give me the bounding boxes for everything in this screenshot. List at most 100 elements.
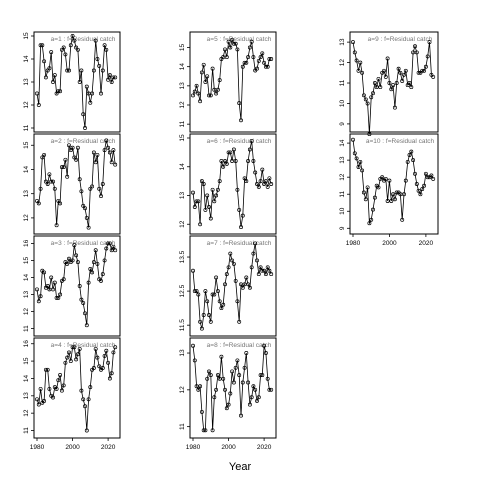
data-point — [199, 70, 204, 75]
y-tick-label: 13 — [179, 82, 186, 90]
data-point — [394, 190, 399, 195]
data-point — [378, 85, 383, 90]
y-tick-label: 11.5 — [179, 319, 186, 332]
data-point — [90, 270, 95, 275]
data-point — [84, 84, 89, 89]
data-point — [215, 187, 220, 192]
data-point — [65, 174, 70, 179]
data-point — [233, 41, 238, 46]
data-point — [230, 369, 235, 374]
data-point — [210, 66, 215, 71]
y-tick-label: 15 — [23, 256, 30, 264]
data-point — [109, 80, 114, 84]
data-point — [208, 319, 213, 324]
data-point — [111, 75, 116, 80]
data-point — [246, 380, 251, 385]
data-point — [352, 50, 357, 55]
data-point — [72, 243, 77, 248]
data-point — [239, 225, 243, 230]
data-point — [263, 272, 268, 277]
data-point — [65, 355, 70, 360]
data-point — [208, 216, 213, 221]
data-point — [90, 184, 95, 189]
data-point — [212, 395, 217, 400]
data-point — [90, 91, 95, 96]
y-tick-label: 14 — [23, 55, 30, 63]
data-point — [394, 81, 399, 85]
y-tick-label: 13 — [23, 190, 30, 198]
data-point — [369, 95, 374, 100]
data-point — [43, 75, 48, 80]
data-point — [360, 70, 365, 75]
data-point — [389, 199, 394, 203]
data-point — [56, 378, 61, 383]
data-point — [201, 182, 206, 186]
data-point — [267, 268, 272, 273]
data-point — [230, 37, 235, 42]
data-point — [102, 148, 107, 153]
data-point — [104, 348, 109, 353]
data-point — [215, 373, 220, 378]
data-point — [389, 87, 394, 92]
data-point — [411, 50, 416, 55]
data-point — [358, 159, 363, 164]
data-point — [221, 376, 226, 381]
data-point — [382, 68, 386, 73]
data-point — [38, 386, 43, 391]
data-point — [191, 268, 195, 273]
data-point — [231, 380, 236, 385]
data-point — [70, 258, 75, 263]
data-point — [52, 73, 57, 78]
data-point — [391, 83, 396, 88]
data-point — [201, 428, 206, 433]
panel-title: a=9 : f=Residual catch — [368, 36, 433, 43]
y-tick-label: 9 — [339, 226, 346, 230]
data-point — [51, 80, 55, 84]
data-point — [43, 179, 48, 184]
data-point — [83, 126, 87, 130]
data-point — [191, 190, 195, 195]
x-tick-label: 2000 — [382, 240, 397, 247]
data-point — [240, 213, 245, 218]
data-point — [215, 289, 220, 294]
data-point — [208, 93, 213, 98]
data-point — [77, 80, 82, 84]
data-point — [95, 152, 100, 157]
data-point — [263, 351, 268, 355]
y-tick-label: 10 — [339, 99, 346, 107]
data-point — [88, 267, 93, 271]
data-point — [207, 205, 211, 209]
data-point — [72, 38, 77, 43]
series-line — [192, 243, 272, 329]
x-tick-label: 2020 — [419, 240, 434, 247]
data-point — [416, 188, 421, 193]
x-tick-label: 2020 — [101, 444, 116, 451]
y-tick-label: 11 — [339, 79, 346, 86]
y-tick-label: 16 — [23, 239, 30, 247]
data-point — [263, 179, 268, 184]
panel-frame — [33, 133, 121, 235]
data-point — [45, 367, 50, 372]
data-point — [192, 358, 197, 363]
data-point — [425, 54, 430, 59]
data-point — [215, 87, 220, 92]
data-point — [256, 184, 261, 189]
panel-title: a=2 : f=Residual catch — [51, 138, 116, 145]
data-point — [361, 190, 366, 195]
data-point — [262, 60, 267, 65]
data-point — [83, 404, 87, 409]
data-point — [38, 43, 43, 48]
data-point — [205, 74, 210, 79]
data-point — [91, 366, 96, 370]
data-point — [403, 68, 408, 73]
data-point — [237, 101, 242, 106]
data-point — [35, 91, 39, 96]
data-point — [58, 89, 63, 94]
y-tick-label: 11 — [179, 423, 186, 430]
data-point — [75, 47, 80, 52]
data-point — [240, 64, 245, 69]
data-point — [256, 395, 261, 400]
panel-title: a=7 : f=Residual catch — [207, 240, 272, 247]
data-point — [51, 287, 55, 292]
